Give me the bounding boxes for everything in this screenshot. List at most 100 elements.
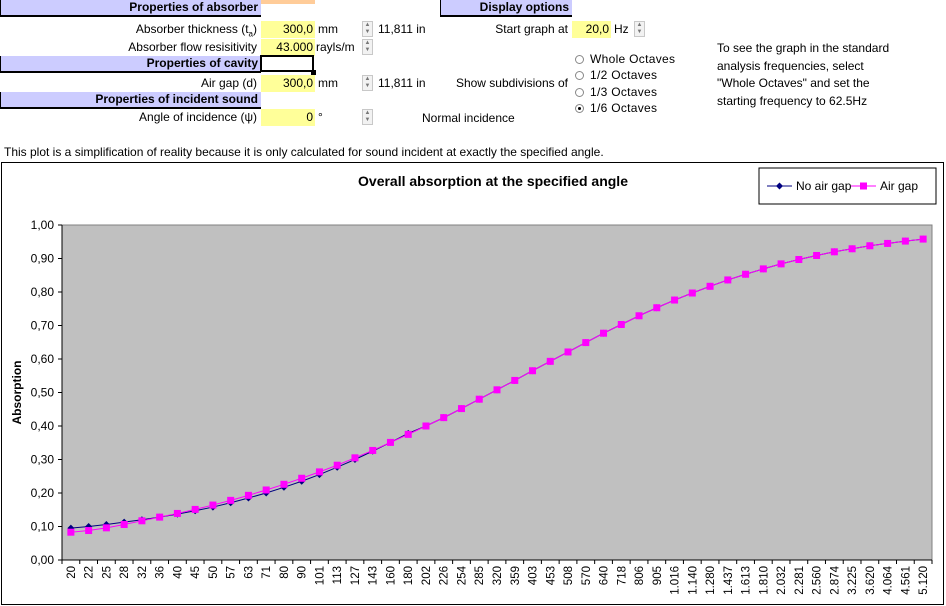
data-point-air-gap	[724, 276, 732, 284]
x-tick-label: 1.810	[758, 566, 770, 595]
radio-half-octaves[interactable]: 1/2 Octaves	[575, 67, 657, 83]
x-tick-label: 1.280	[705, 566, 717, 595]
data-point-air-gap	[85, 527, 93, 535]
x-tick-label: 226	[439, 566, 451, 585]
hint-text: To see the graph in the standard analysi…	[717, 41, 890, 108]
airgap-input[interactable]: 300,0	[261, 75, 315, 92]
x-tick-label: 28	[119, 566, 131, 579]
data-point-air-gap	[848, 245, 856, 253]
x-tick-label: 180	[403, 566, 415, 585]
x-tick-label: 718	[616, 566, 628, 585]
airgap-inches: 11,811 in	[378, 76, 426, 90]
data-point-air-gap	[777, 260, 785, 268]
legend-marker-diamond	[776, 182, 783, 190]
x-tick-label: 57	[226, 566, 238, 579]
absorber-section-header: Properties of absorber	[0, 0, 261, 17]
x-tick-label: 2.560	[812, 566, 824, 595]
chart-title: Overall absorption at the specified angl…	[358, 173, 628, 189]
x-tick-label: 640	[599, 566, 611, 585]
radio-third-octaves[interactable]: 1/3 Octaves	[575, 84, 657, 100]
data-point-air-gap	[759, 265, 767, 273]
data-point-air-gap	[156, 513, 164, 521]
y-axis-label: Absorption	[10, 361, 24, 425]
x-tick-label: 36	[155, 566, 167, 579]
thickness-inches: 11,811 in	[378, 22, 426, 36]
x-tick-label: 2.281	[794, 566, 806, 595]
airgap-label: Air gap (d)	[200, 76, 257, 90]
data-point-air-gap	[919, 235, 927, 243]
start-frequency-input[interactable]: 20,0	[572, 21, 611, 38]
y-tick-label: 0,80	[31, 285, 55, 299]
x-tick-label: 127	[350, 566, 362, 585]
data-point-air-gap	[617, 320, 625, 328]
airgap-spinner[interactable]: ▲ ▼	[362, 75, 373, 91]
radio-circle-selected	[575, 104, 584, 113]
flow-resistivity-spinner[interactable]: ▲ ▼	[362, 39, 373, 55]
data-point-air-gap	[564, 348, 572, 356]
data-point-air-gap	[901, 237, 909, 245]
data-point-air-gap	[582, 339, 590, 347]
subdivisions-label: Show subdivisions of	[455, 76, 568, 90]
x-tick-label: 80	[279, 566, 291, 579]
data-point-air-gap	[422, 422, 430, 430]
data-point-air-gap	[191, 505, 199, 513]
thickness-label: Absorber thickness (ta)	[135, 22, 257, 39]
flow-resistivity-input[interactable]: 43.000	[261, 39, 315, 56]
data-point-air-gap	[688, 289, 696, 297]
x-tick-label: 2.874	[829, 565, 841, 594]
data-point-air-gap	[511, 376, 519, 384]
selected-cell-handle[interactable]	[311, 70, 316, 75]
y-tick-label: 0,00	[31, 553, 55, 567]
x-tick-label: 25	[101, 566, 113, 579]
x-tick-label: 40	[172, 566, 184, 579]
data-point-air-gap	[244, 491, 252, 499]
airgap-unit: mm	[318, 76, 338, 90]
selected-cell[interactable]	[260, 55, 314, 72]
x-tick-label: 254	[456, 565, 468, 585]
x-tick-label: 3.620	[865, 566, 877, 595]
data-point-air-gap	[600, 329, 608, 337]
y-tick-label: 0,70	[31, 319, 55, 333]
flow-resistivity-unit: rayls/m	[316, 40, 355, 54]
thickness-unit: mm	[318, 22, 338, 36]
radio-circle	[575, 71, 584, 80]
thickness-spinner[interactable]: ▲ ▼	[362, 21, 373, 37]
start-frequency-spinner[interactable]: ▲ ▼	[634, 21, 645, 37]
absorption-chart[interactable]: Overall absorption at the specified angl…	[1, 162, 944, 605]
thickness-input[interactable]: 300,0	[261, 21, 315, 38]
data-point-air-gap	[440, 414, 448, 422]
angle-spinner[interactable]: ▲ ▼	[362, 109, 373, 125]
data-point-air-gap	[457, 405, 465, 413]
data-point-air-gap	[813, 251, 821, 259]
data-point-air-gap	[404, 430, 412, 438]
x-tick-label: 113	[332, 566, 344, 584]
x-tick-label: 2.032	[776, 566, 788, 595]
data-point-air-gap	[386, 438, 394, 446]
angle-input[interactable]: 0	[261, 109, 315, 126]
y-tick-label: 0,30	[31, 453, 55, 467]
data-point-air-gap	[209, 501, 217, 509]
data-point-air-gap	[653, 304, 661, 312]
data-point-air-gap	[280, 480, 288, 488]
legend-label-air-gap: Air gap	[880, 179, 918, 193]
data-point-air-gap	[884, 239, 892, 247]
cavity-section-header: Properties of cavity	[0, 56, 261, 73]
data-point-air-gap	[173, 509, 181, 517]
x-tick-label: 1.140	[687, 566, 699, 595]
radio-whole-octaves[interactable]: Whole Octaves	[575, 51, 675, 67]
x-tick-label: 508	[563, 566, 575, 585]
x-tick-label: 32	[137, 566, 149, 579]
x-tick-label: 403	[528, 566, 540, 585]
data-point-air-gap	[298, 474, 306, 482]
absorber-header-orange-strip	[261, 0, 315, 4]
x-tick-label: 570	[581, 566, 593, 585]
y-tick-label: 0,20	[31, 486, 55, 500]
angle-label: Angle of incidence (ψ)	[139, 110, 257, 124]
data-point-air-gap	[120, 520, 128, 528]
data-point-air-gap	[529, 367, 537, 375]
data-point-air-gap	[138, 517, 146, 525]
radio-sixth-octaves[interactable]: 1/6 Octaves	[575, 100, 657, 116]
x-tick-label: 22	[84, 566, 96, 579]
data-point-air-gap	[866, 242, 874, 250]
x-tick-label: 4.064	[883, 565, 895, 594]
